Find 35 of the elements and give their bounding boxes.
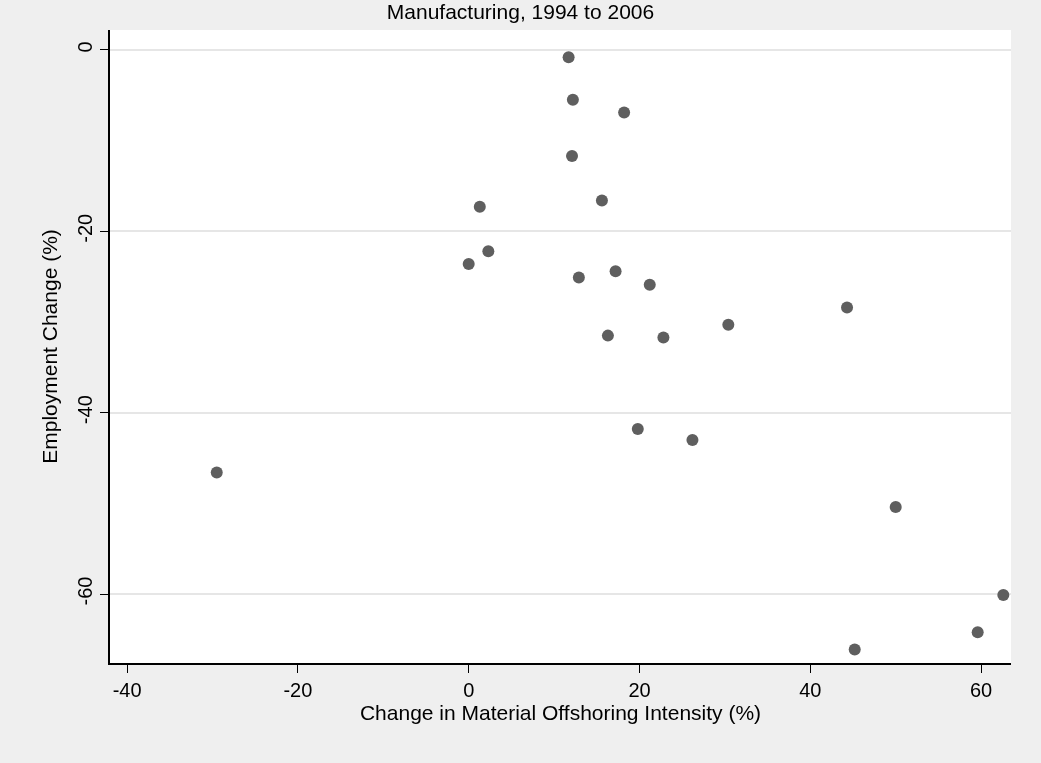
point <box>462 257 475 270</box>
x-tick-label: 60 <box>969 679 993 701</box>
point <box>643 278 656 291</box>
x-tick-label: -20 <box>283 679 313 701</box>
point <box>601 329 614 342</box>
point <box>889 501 902 514</box>
point <box>473 200 486 213</box>
point <box>997 588 1010 601</box>
chart-title: Manufacturing, 1994 to 2006 <box>386 0 655 23</box>
point <box>210 466 223 479</box>
point <box>686 433 699 446</box>
point <box>566 150 579 163</box>
x-tick-label: 0 <box>463 679 475 701</box>
y-tick-label: -60 <box>74 576 96 606</box>
point <box>609 265 622 278</box>
point <box>657 331 670 344</box>
point <box>595 194 608 207</box>
y-tick-label: 0 <box>74 41 96 53</box>
y-axis-title: Employment Change (%) <box>38 229 61 464</box>
x-tick-label: 20 <box>628 679 651 701</box>
point <box>482 245 495 258</box>
point <box>971 626 984 639</box>
point <box>572 271 585 284</box>
point <box>631 423 644 436</box>
point <box>566 93 579 106</box>
x-tick-label: 40 <box>799 679 822 701</box>
x-axis-title: Change in Material Offshoring Intensity (%) <box>359 701 762 724</box>
point <box>841 301 854 314</box>
point <box>722 318 735 331</box>
y-tick-label: -20 <box>74 213 96 243</box>
point <box>848 643 861 656</box>
x-tick-label: -40 <box>112 679 142 701</box>
point <box>618 106 631 119</box>
y-tick-label: -40 <box>74 395 96 425</box>
point <box>562 51 575 64</box>
